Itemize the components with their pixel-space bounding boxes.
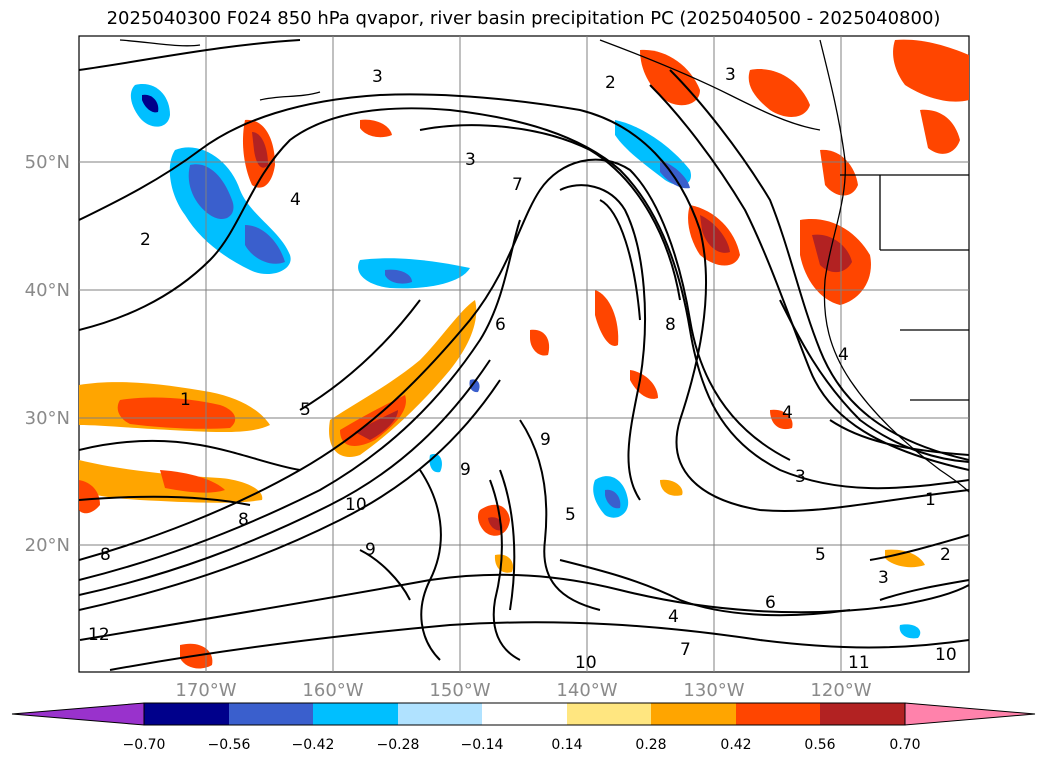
- lon-label-160w: 160°W: [302, 680, 363, 701]
- contour-label: 4: [668, 607, 679, 627]
- contour-label: 7: [512, 175, 523, 195]
- contour-label: 3: [795, 467, 806, 487]
- contour-label: 3: [465, 150, 476, 170]
- colorbar-bin: [820, 703, 905, 725]
- lon-label-130w: 130°W: [683, 680, 744, 701]
- colorbar-bin: [567, 703, 651, 725]
- contour-label: 11: [848, 653, 870, 673]
- contour-label: 7: [680, 640, 691, 660]
- lat-label-30n: 30°N: [25, 408, 70, 429]
- contour-labels: 1 2 3 3 4 5 6 7 8 9 9 10 10 11 12 2 3 4 …: [88, 65, 957, 673]
- colorbar-label: 0.14: [551, 737, 582, 753]
- contour-label: 5: [565, 505, 576, 525]
- contour-label: 8: [665, 315, 676, 335]
- contour-label: 9: [460, 460, 471, 480]
- colorbar-extend-high: [904, 702, 1036, 726]
- contour-label: 4: [782, 403, 793, 423]
- contour-label: 10: [575, 653, 597, 673]
- contour-label: 10: [345, 495, 367, 515]
- contour-label: 2: [605, 73, 616, 93]
- colorbar-label: −0.42: [292, 737, 335, 753]
- colorbar-bin: [229, 703, 313, 725]
- contour-label: 9: [365, 540, 376, 560]
- colorbar-label: 0.28: [635, 737, 666, 753]
- colorbar-bin: [651, 703, 736, 725]
- precip-shading: [130, 84, 921, 639]
- lat-label-40n: 40°N: [25, 280, 70, 301]
- colorbar-bin: [398, 703, 482, 725]
- lat-label-50n: 50°N: [25, 152, 70, 173]
- contour-label: 5: [815, 545, 826, 565]
- lat-label-20n: 20°N: [25, 535, 70, 556]
- colorbar-bin: [482, 703, 567, 725]
- colorbar-bin: [736, 703, 820, 725]
- contour-label: 4: [290, 190, 301, 210]
- contour-label: 9: [540, 430, 551, 450]
- contour-label: 4: [838, 345, 849, 365]
- colorbar-label: −0.14: [461, 737, 504, 753]
- contour-label: 8: [238, 510, 249, 530]
- contour-label: 5: [300, 400, 311, 420]
- colorbar-label: 0.56: [804, 737, 835, 753]
- contour-label: 3: [372, 67, 383, 87]
- contour-label: 3: [878, 568, 889, 588]
- colorbar-bin: [144, 703, 229, 725]
- contour-label: 12: [88, 625, 110, 645]
- colorbar-label: −0.70: [123, 737, 166, 753]
- contour-label: 6: [495, 315, 506, 335]
- lon-label-170w: 170°W: [175, 680, 236, 701]
- contour-label: 6: [765, 593, 776, 613]
- colorbar-bin: [313, 703, 398, 725]
- colorbar-label: −0.56: [208, 737, 251, 753]
- colorbar-label: 0.42: [720, 737, 751, 753]
- lon-label-150w: 150°W: [429, 680, 490, 701]
- graticule: [79, 36, 969, 672]
- contour-label: 1: [180, 390, 191, 410]
- colorbar-label: −0.28: [377, 737, 420, 753]
- colorbar-label: 0.70: [889, 737, 920, 753]
- contour-label: 2: [140, 230, 151, 250]
- contour-label: 10: [935, 645, 957, 665]
- longitude-labels: 170°W 160°W 150°W 140°W 130°W 120°W: [175, 680, 871, 701]
- contour-label: 3: [725, 65, 736, 85]
- contour-label: 2: [940, 545, 951, 565]
- contour-label: 1: [925, 490, 936, 510]
- lon-label-140w: 140°W: [556, 680, 617, 701]
- coastlines: [119, 39, 969, 493]
- colorbar: −0.70 −0.56 −0.42 −0.28 −0.14 0.14 0.28 …: [11, 702, 1036, 753]
- qvapor-contours: [79, 39, 969, 671]
- contour-label: 8: [100, 545, 111, 565]
- latitude-labels: 50°N 40°N 30°N 20°N: [25, 152, 70, 556]
- colorbar-extend-low: [11, 702, 145, 726]
- map-title: 2025040300 F024 850 hPa qvapor, river ba…: [106, 8, 941, 29]
- lon-label-120w: 120°W: [810, 680, 871, 701]
